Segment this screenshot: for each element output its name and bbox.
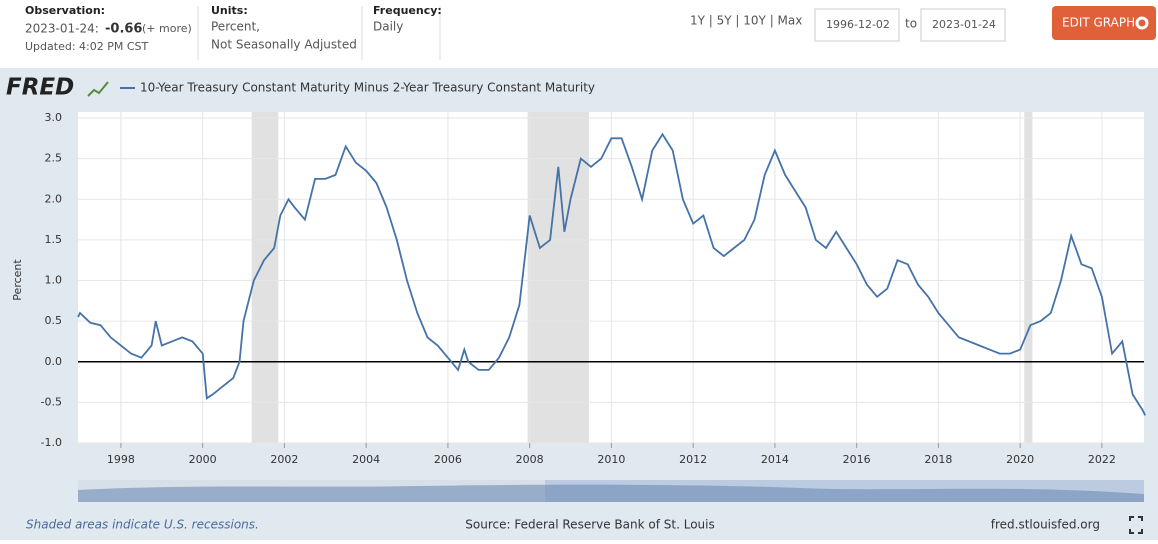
x-tick-label: 1998 bbox=[107, 453, 135, 466]
edit-graph-label: EDIT GRAPH bbox=[1062, 16, 1135, 30]
start-date: 1996-12-02 bbox=[826, 18, 890, 31]
legend-label: 10-Year Treasury Constant Maturity Minus… bbox=[140, 81, 595, 95]
observation-value: -0.66 bbox=[105, 22, 142, 37]
units: Not Seasonally Adjusted bbox=[211, 38, 357, 52]
x-tick-label: 2008 bbox=[516, 453, 544, 466]
units: Percent, bbox=[211, 20, 260, 34]
x-tick-label: 2022 bbox=[1088, 453, 1116, 466]
navigator-series bbox=[78, 484, 1144, 502]
series-line bbox=[77, 132, 1147, 416]
start-date-input[interactable] bbox=[814, 8, 900, 42]
units-label: Units: bbox=[211, 4, 248, 17]
x-tick-label: 2020 bbox=[1006, 453, 1034, 466]
observation-date: 2023-01-24: bbox=[25, 22, 99, 36]
more-link[interactable]: (+ more) bbox=[142, 22, 192, 35]
observation-label: Observation: bbox=[25, 4, 105, 17]
recession-band bbox=[1024, 112, 1033, 443]
source: Source: Federal Reserve Bank of St. Loui… bbox=[465, 518, 714, 532]
x-tick-label: 2014 bbox=[761, 453, 789, 466]
to-label: to bbox=[905, 17, 917, 31]
x-tick-label: 2006 bbox=[434, 453, 462, 466]
range-buttons[interactable]: 1Y | 5Y | 10Y | Max bbox=[690, 14, 802, 28]
logo-icon bbox=[87, 81, 109, 97]
fullscreen-icon[interactable] bbox=[1129, 516, 1143, 534]
gear-icon bbox=[1135, 16, 1149, 30]
y-tick-label: -0.5 bbox=[41, 395, 62, 408]
y-tick-label: 1.5 bbox=[45, 233, 63, 246]
frequency-label: Frequency: bbox=[373, 4, 442, 17]
x-tick-label: 2002 bbox=[270, 453, 298, 466]
y-tick-label: 2.5 bbox=[45, 152, 63, 165]
recession-note: Shaded areas indicate U.S. recessions. bbox=[26, 518, 259, 532]
y-tick-label: -1.0 bbox=[41, 436, 62, 449]
y-tick-label: 2.0 bbox=[45, 192, 63, 205]
end-date: 2023-01-24 bbox=[932, 18, 996, 31]
fred-logo: FRED bbox=[6, 75, 74, 101]
x-tick-label: 2018 bbox=[924, 453, 952, 466]
x-tick-label: 2010 bbox=[597, 453, 625, 466]
frequency: Daily bbox=[373, 20, 403, 34]
y-tick-label: 1.0 bbox=[45, 274, 63, 287]
y-axis-title: Percent bbox=[11, 259, 24, 301]
y-tick-label: 0.5 bbox=[45, 314, 63, 327]
x-tick-label: 2012 bbox=[679, 453, 707, 466]
y-tick-label: 3.0 bbox=[45, 111, 63, 124]
x-tick-label: 2004 bbox=[352, 453, 380, 466]
x-tick-label: 2000 bbox=[189, 453, 217, 466]
x-tick-label: 2016 bbox=[843, 453, 871, 466]
edit-graph-button[interactable] bbox=[1052, 6, 1156, 40]
updated: Updated: 4:02 PM CST bbox=[25, 40, 149, 53]
end-date-input[interactable] bbox=[920, 8, 1006, 42]
site[interactable]: fred.stlouisfed.org bbox=[991, 518, 1100, 532]
y-tick-label: 0.0 bbox=[45, 355, 63, 368]
